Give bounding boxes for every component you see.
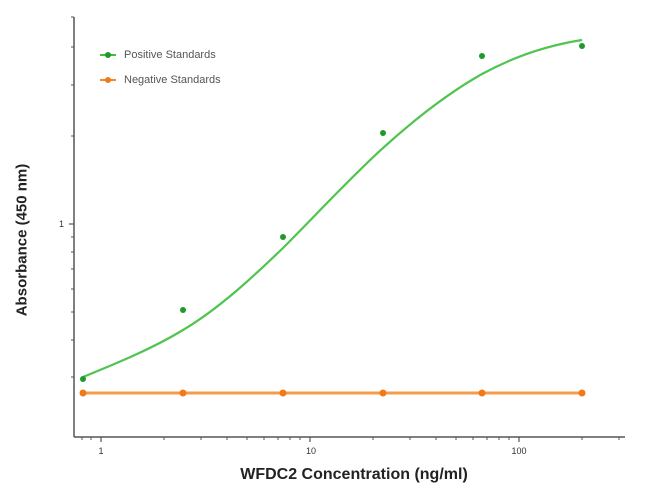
y-tick-label-1: 1 (59, 219, 64, 229)
x-axis (74, 436, 625, 442)
series-negative-standards (79, 389, 586, 397)
legend: Positive Standards Negative Standards (100, 42, 221, 92)
x-axis-title: WFDC2 Concentration (ng/ml) (240, 466, 468, 483)
x-tick-label-10: 10 (306, 446, 316, 456)
x-tick-label-100: 100 (511, 446, 526, 456)
legend-item-positive: Positive Standards (100, 42, 221, 67)
legend-label-positive: Positive Standards (124, 48, 216, 61)
legend-label-negative: Negative Standards (124, 73, 221, 86)
y-axis-title: Absorbance (450 nm) (13, 163, 31, 317)
x-tick-label-1: 1 (98, 446, 103, 456)
legend-item-negative: Negative Standards (100, 67, 221, 92)
green-line-marker-icon (100, 50, 116, 60)
y-axis (69, 16, 75, 437)
orange-line-marker-icon (100, 75, 116, 85)
series-positive-standards (80, 38, 585, 382)
